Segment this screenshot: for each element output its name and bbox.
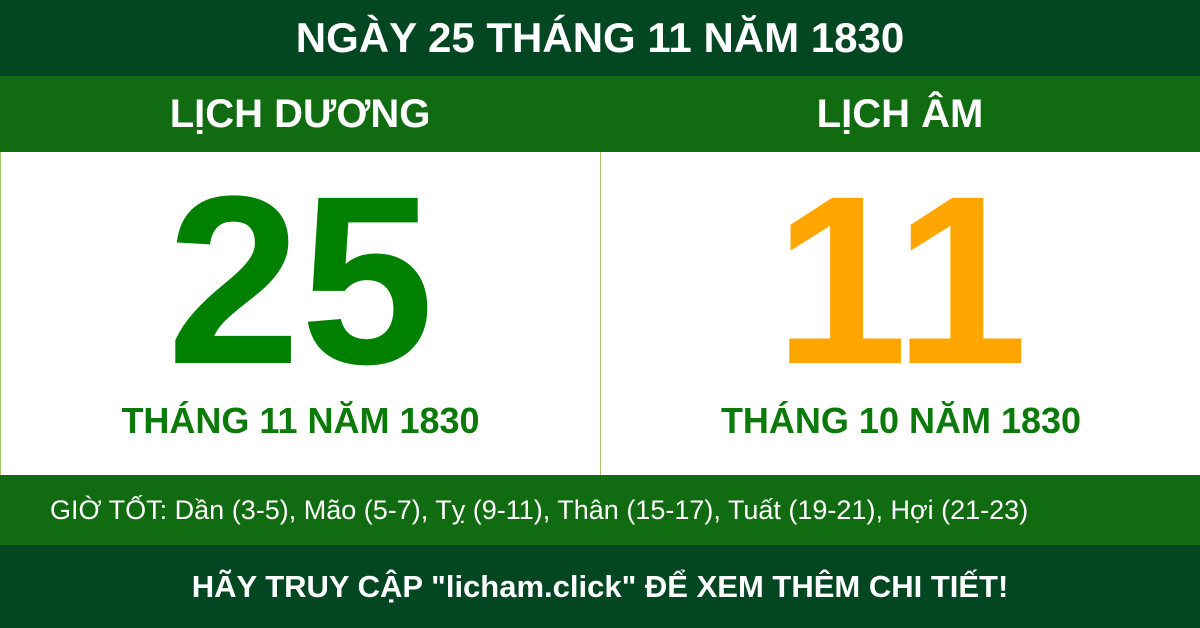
good-hours: GIỜ TỐT: Dần (3-5), Mão (5-7), Tỵ (9-11)… <box>0 475 1200 545</box>
lunar-heading: LỊCH ÂM <box>816 91 984 136</box>
footer-cta: HÃY TRUY CẬP "licham.click" ĐỂ XEM THÊM … <box>0 545 1200 628</box>
solar-day: 25 <box>167 146 434 414</box>
lunar-month-year: THÁNG 10 NĂM 1830 <box>720 400 1082 441</box>
lunar-day: 11 <box>774 146 1028 414</box>
solar-month-year: THÁNG 11 NĂM 1830 <box>121 400 480 441</box>
page-title: NGÀY 25 THÁNG 11 NĂM 1830 <box>0 0 1200 76</box>
calendar-headers: LỊCH DƯƠNG LỊCH ÂM <box>0 76 1200 152</box>
solar-panel: 25 THÁNG 11 NĂM 1830 <box>0 152 600 475</box>
lunar-panel: 11 THÁNG 10 NĂM 1830 <box>600 152 1200 475</box>
solar-heading: LỊCH DƯƠNG <box>169 91 431 136</box>
